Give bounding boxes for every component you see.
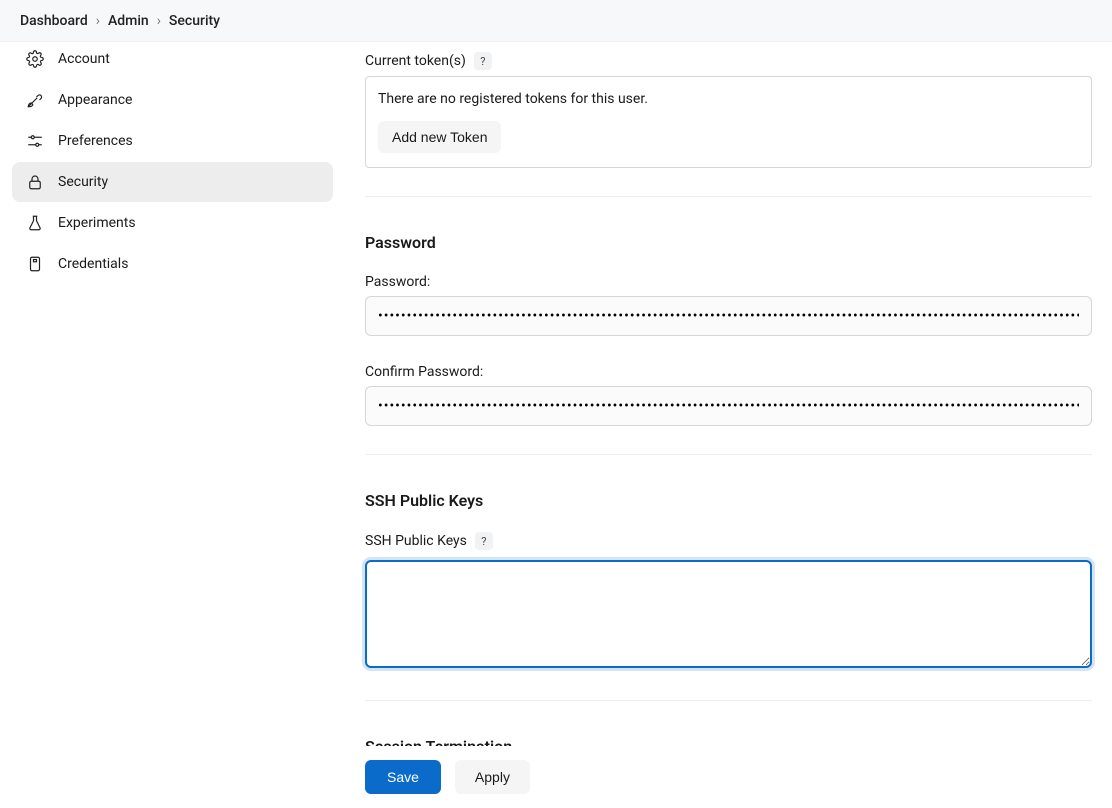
ssh-keys-textarea[interactable]: [365, 560, 1092, 668]
save-button[interactable]: Save: [365, 760, 441, 794]
breadcrumb-admin[interactable]: Admin: [108, 13, 149, 29]
ssh-heading: SSH Public Keys: [365, 491, 1092, 510]
sidebar-item-label: Preferences: [58, 133, 133, 149]
breadcrumb-dashboard[interactable]: Dashboard: [20, 13, 88, 29]
breadcrumb-separator: ›: [157, 13, 161, 29]
confirm-password-input[interactable]: [365, 386, 1092, 426]
badge-icon: [26, 255, 44, 273]
sidebar-item-experiments[interactable]: Experiments: [12, 203, 333, 243]
password-label: Password:: [365, 274, 430, 290]
gear-icon: [26, 50, 44, 68]
current-tokens-label: Current token(s): [365, 53, 466, 69]
section-divider: [365, 196, 1092, 197]
sidebar-item-appearance[interactable]: Appearance: [12, 80, 333, 120]
confirm-password-label: Confirm Password:: [365, 364, 483, 380]
breadcrumb-security[interactable]: Security: [169, 13, 220, 29]
sliders-icon: [26, 132, 44, 150]
tokens-empty-message: There are no registered tokens for this …: [378, 91, 1079, 107]
section-divider: [365, 454, 1092, 455]
help-icon[interactable]: ?: [475, 532, 493, 550]
sidebar-item-label: Appearance: [58, 92, 132, 108]
sidebar-item-label: Account: [58, 51, 110, 67]
section-divider: [365, 700, 1092, 701]
sidebar-item-security[interactable]: Security: [12, 162, 333, 202]
brush-icon: [26, 91, 44, 109]
sidebar-item-preferences[interactable]: Preferences: [12, 121, 333, 161]
sidebar-item-account[interactable]: Account: [12, 39, 333, 79]
breadcrumb: Dashboard › Admin › Security: [0, 0, 1112, 42]
main-panel: Current token(s) ? There are no register…: [345, 42, 1112, 808]
password-heading: Password: [365, 233, 1092, 252]
sidebar: My Views Account Appearance: [0, 42, 345, 808]
sidebar-item-label: Security: [58, 174, 108, 190]
sidebar-item-label: Credentials: [58, 256, 128, 272]
sidebar-item-credentials[interactable]: Credentials: [12, 244, 333, 284]
tokens-box: There are no registered tokens for this …: [365, 76, 1092, 168]
footer-actions: Save Apply: [345, 746, 1112, 808]
lock-icon: [26, 173, 44, 191]
add-token-button[interactable]: Add new Token: [378, 121, 501, 153]
flask-icon: [26, 214, 44, 232]
help-icon[interactable]: ?: [474, 52, 492, 70]
sidebar-item-label: Experiments: [58, 215, 136, 231]
ssh-keys-label: SSH Public Keys: [365, 533, 467, 549]
password-input[interactable]: [365, 296, 1092, 336]
apply-button[interactable]: Apply: [455, 760, 530, 794]
breadcrumb-separator: ›: [96, 13, 100, 29]
